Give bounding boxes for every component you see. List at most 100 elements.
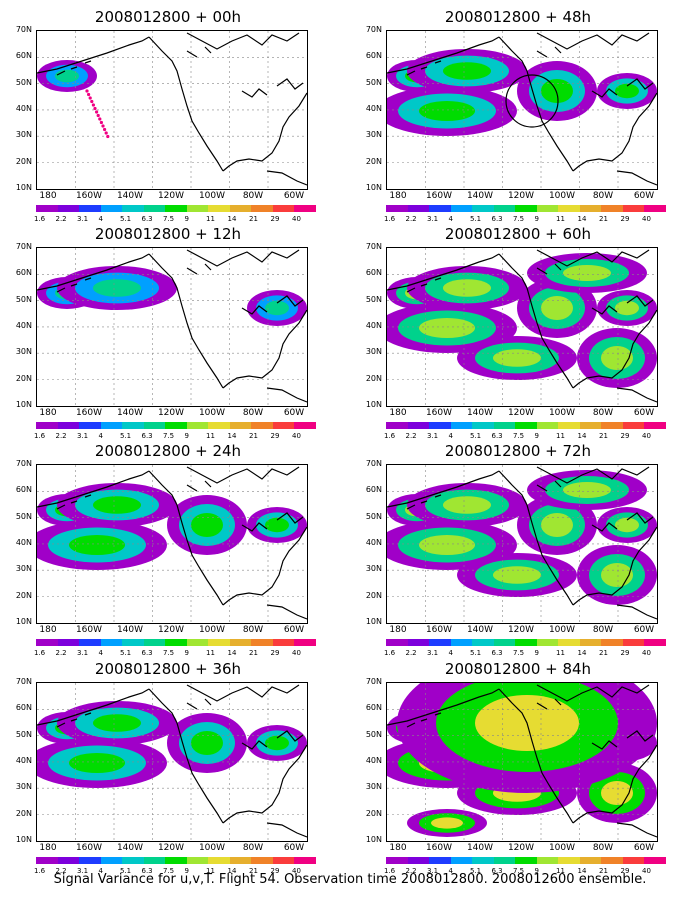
y-axis-label: 60N	[15, 485, 32, 495]
colorbar-label: 11	[556, 432, 565, 440]
y-axis-label: 60N	[365, 51, 382, 61]
coastline	[536, 480, 562, 492]
variance-contour	[191, 513, 223, 537]
colorbar-label: 21	[599, 215, 608, 223]
panel-title: 2008012800 + 24h	[94, 442, 242, 460]
map-svg	[37, 683, 307, 841]
colorbar-label: 29	[270, 649, 280, 657]
coastline	[616, 387, 657, 403]
x-axis-label: 140W	[116, 408, 144, 418]
colorbar-label: 1.6	[34, 432, 46, 440]
colorbar-label: 9	[534, 867, 539, 875]
colorbar-label: 29	[270, 432, 280, 440]
y-axis-label: 50N	[15, 511, 32, 521]
colorbar-labels: 1.6 2.2 3.1 4 5.1 6.3 7.5 9 11 14 21 29 40	[34, 649, 316, 659]
x-axis-label: 140W	[116, 191, 144, 201]
colorbar-swatch	[515, 639, 537, 646]
map-panel: 2008012800 + 48h 70N 60N 50N 40N 30N 20N 10N 180…	[366, 8, 668, 223]
flight-track-point	[103, 127, 107, 132]
map-plot-area	[386, 682, 658, 842]
y-axis-label: 20N	[365, 808, 382, 818]
coastline	[186, 32, 300, 50]
colorbar-label: 5.1	[470, 649, 482, 657]
colorbar-label: 2.2	[405, 432, 417, 440]
y-axis-label: 40N	[365, 103, 382, 113]
coastline	[276, 78, 304, 90]
map-panel: 2008012800 + 72h 70N 60N 50N 40N 30N 20N 10N 180…	[366, 442, 668, 657]
verification-region-circle	[505, 74, 559, 128]
colorbar	[36, 857, 316, 864]
y-axis-label: 50N	[365, 77, 382, 87]
colorbar-label: 7.5	[163, 649, 175, 657]
y-axis-label: 10N	[365, 182, 382, 192]
x-axis-label: 80W	[592, 625, 614, 635]
x-axis-label: 120W	[507, 625, 535, 635]
colorbar-swatch	[272, 639, 295, 646]
map-plot-area	[386, 247, 658, 407]
variance-contour	[265, 300, 289, 316]
x-axis-label: 60W	[283, 625, 305, 635]
colorbar-swatch	[622, 639, 645, 646]
colorbar-swatch	[165, 639, 187, 646]
colorbar-label: 7.5	[513, 432, 525, 440]
coastline	[276, 512, 304, 524]
x-axis-label: 160W	[75, 191, 103, 201]
y-axis-label: 60N	[15, 51, 32, 61]
colorbar-swatch	[122, 639, 144, 646]
map-panel: 2008012800 + 84h 70N 60N 50N 40N 30N 20N 10N 180…	[366, 660, 668, 875]
colorbar-swatch	[386, 857, 408, 864]
colorbar-swatch	[644, 422, 666, 429]
colorbar-swatch	[536, 205, 559, 212]
x-axis-label: 60W	[283, 843, 305, 853]
colorbar-label: 4	[448, 215, 453, 223]
flight-track-point	[91, 103, 95, 107]
colorbar-labels: 1.6 2.2 3.1 4 5.1 6.3 7.5 9 11 14 21 29 40	[34, 867, 316, 877]
y-axis-label: 20N	[15, 156, 32, 166]
colorbar-swatch	[251, 422, 273, 429]
y-axis-label: 20N	[15, 808, 32, 818]
coastline	[241, 88, 268, 98]
coastline	[266, 604, 307, 620]
colorbar-swatch	[79, 639, 101, 646]
coastline	[616, 822, 657, 838]
colorbar-swatch	[208, 205, 230, 212]
map-panel: 2008012800 + 60h 70N 60N 50N 40N 30N 20N 10N 180…	[366, 225, 668, 440]
colorbar-swatch	[208, 422, 230, 429]
coastline	[186, 480, 212, 492]
y-axis-label: 10N	[15, 834, 32, 844]
y-axis-label: 60N	[15, 703, 32, 713]
coastline	[591, 305, 618, 315]
map-panel: 2008012800 + 36h 70N 60N 50N 40N 30N 20N 10N 180…	[16, 660, 318, 875]
colorbar-swatch	[429, 639, 451, 646]
variance-contour	[443, 496, 491, 514]
coastline	[498, 36, 574, 172]
panel-title: 2008012800 + 72h	[444, 442, 592, 460]
panel-title: 2008012800 + 84h	[444, 660, 592, 678]
coastline	[37, 36, 150, 74]
x-axis-label: 160W	[425, 843, 453, 853]
x-axis-label: 180	[39, 625, 57, 635]
colorbar-label: 7.5	[163, 215, 175, 223]
panel-title: 2008012800 + 12h	[94, 225, 242, 243]
colorbar-swatch	[536, 857, 559, 864]
colorbar-swatch	[165, 857, 187, 864]
coastline	[572, 309, 657, 389]
colorbar-label: 4	[448, 432, 453, 440]
colorbar-label: 40	[642, 215, 651, 223]
flight-track-point	[99, 120, 103, 125]
coastline	[266, 387, 307, 403]
colorbar-label: 9	[184, 867, 189, 875]
colorbar-label: 3.1	[77, 215, 89, 223]
variance-contour	[419, 318, 475, 338]
x-axis-label: 60W	[633, 408, 655, 418]
colorbar-swatch	[407, 639, 430, 646]
colorbar-swatch	[515, 205, 537, 212]
y-axis-label: 40N	[365, 537, 382, 547]
colorbar-swatch	[294, 639, 316, 646]
colorbar-label: 5.1	[120, 867, 132, 875]
x-axis-label: 60W	[633, 843, 655, 853]
x-axis-label: 80W	[592, 408, 614, 418]
colorbar-label: 2.2	[405, 649, 417, 657]
coastline	[498, 253, 574, 389]
y-axis-label: 40N	[365, 755, 382, 765]
